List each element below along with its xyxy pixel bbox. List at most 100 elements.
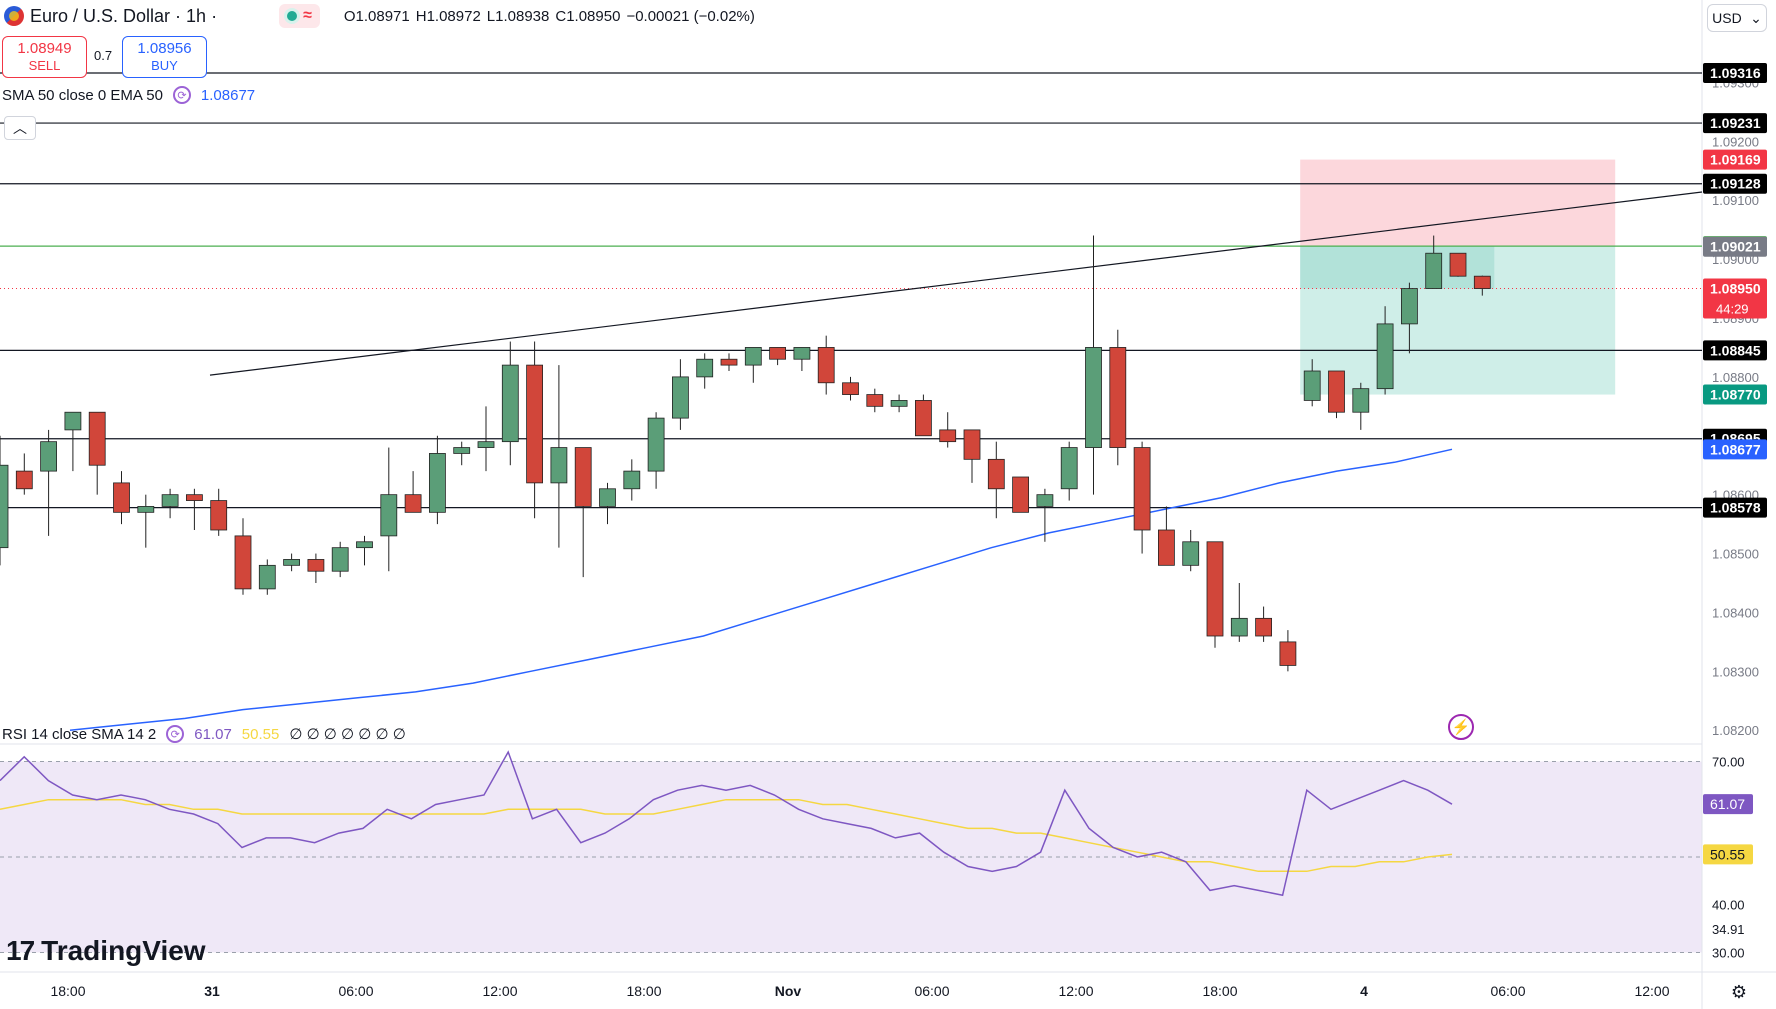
candle-body xyxy=(1109,347,1127,448)
candle xyxy=(1060,441,1078,501)
rsi-sma-line xyxy=(0,798,1453,873)
candle-body xyxy=(890,400,908,407)
candle-body xyxy=(793,347,811,360)
candle-body xyxy=(647,417,665,472)
candle-body xyxy=(1085,347,1102,448)
time-tick-label: 06:00 xyxy=(914,983,949,999)
candle xyxy=(963,429,981,483)
candle xyxy=(744,347,762,383)
candle-body xyxy=(817,347,835,384)
candle-body xyxy=(1158,529,1175,566)
chart-header: Euro / U.S. Dollar · 1h · ≈ O1.08971 H1.… xyxy=(0,0,755,32)
rsi-badge-text: 61.07 xyxy=(1710,796,1745,812)
candle-body xyxy=(769,347,786,360)
sma-legend[interactable]: SMA 50 close 0 EMA 50 ⟳ 1.08677 xyxy=(2,86,255,104)
candle-body xyxy=(1425,252,1443,289)
candle xyxy=(501,341,519,466)
price-tick-label: 1.09200 xyxy=(1712,134,1759,149)
settings-gear-icon[interactable]: ⚙ xyxy=(1730,981,1748,1002)
time-tick-label: 18:00 xyxy=(50,983,85,999)
candle xyxy=(185,488,203,530)
market-status-pill[interactable]: ≈ xyxy=(279,4,320,28)
candle xyxy=(1085,235,1102,495)
candle-body xyxy=(1060,447,1078,490)
candle-body xyxy=(1012,476,1029,513)
candle-body xyxy=(963,429,981,460)
candle-body xyxy=(672,376,689,419)
candle-body xyxy=(88,411,106,466)
candle xyxy=(113,471,130,525)
lightning-icon[interactable]: ⚡ xyxy=(1448,714,1474,740)
candle-body xyxy=(428,453,446,513)
price-tick-label: 1.08800 xyxy=(1712,370,1759,385)
candle-body xyxy=(404,494,422,513)
candle-body xyxy=(1303,370,1321,401)
candle-body xyxy=(113,482,130,513)
candle xyxy=(15,453,33,495)
collapse-legend-button[interactable]: ︿ xyxy=(4,116,36,140)
candle xyxy=(1255,606,1272,642)
candle-body xyxy=(380,494,398,537)
candle-body xyxy=(987,458,1005,490)
candle-body xyxy=(210,500,228,531)
candle-body xyxy=(1376,323,1394,390)
candle xyxy=(210,488,228,536)
spread-value: 0.7 xyxy=(94,48,113,63)
candle-body xyxy=(161,494,179,507)
time-tick-label: Nov xyxy=(775,983,802,999)
candle xyxy=(1206,541,1224,648)
candle xyxy=(574,447,592,578)
rsi-legend-label: RSI 14 close SMA 14 2 xyxy=(2,725,157,743)
price-badge-mark: 1.09021 xyxy=(1703,236,1767,257)
candle-body xyxy=(453,447,471,454)
price-badge-bg xyxy=(1703,173,1767,194)
candle xyxy=(331,541,349,578)
price-badge-bg xyxy=(1703,113,1767,134)
candle-body xyxy=(1328,370,1345,413)
candle xyxy=(526,341,543,519)
refresh-icon[interactable]: ⟳ xyxy=(166,725,185,743)
rsi-line xyxy=(0,750,1453,897)
rsi-legend-extra: ∅ ∅ ∅ ∅ ∅ ∅ ∅ xyxy=(289,726,406,743)
price-badge-text: 1.08578 xyxy=(1710,500,1761,516)
candle xyxy=(915,394,932,437)
time-tick-label: 18:00 xyxy=(1202,983,1237,999)
candle xyxy=(647,412,665,489)
candle xyxy=(428,435,446,525)
symbol-title[interactable]: Euro / U.S. Dollar · 1h · xyxy=(30,5,218,26)
candle-body xyxy=(1352,388,1370,413)
candle xyxy=(842,376,859,401)
chevron-down-icon: ⌄ xyxy=(1750,9,1762,26)
tradingview-logo[interactable]: 17 TradingView xyxy=(6,935,206,967)
buy-price: 1.08956 xyxy=(137,40,192,57)
candle-body xyxy=(15,470,33,490)
currency-select[interactable]: USD ⌄ xyxy=(1707,4,1767,32)
candle-body xyxy=(939,429,957,443)
time-tick-label: 12:00 xyxy=(1058,983,1093,999)
candle xyxy=(1449,252,1467,277)
time-tick-label: 31 xyxy=(204,983,220,999)
candle-body xyxy=(1279,641,1297,666)
candle-body xyxy=(137,506,155,513)
candle xyxy=(258,559,276,595)
currency-label: USD xyxy=(1712,10,1742,26)
candle xyxy=(137,494,155,548)
candle-body xyxy=(501,364,519,443)
candle-body xyxy=(1133,447,1151,531)
refresh-icon[interactable]: ⟳ xyxy=(172,86,191,104)
price-badge-bg xyxy=(1703,278,1767,319)
candle-body xyxy=(307,559,325,572)
rsi-legend[interactable]: RSI 14 close SMA 14 2 ⟳ 61.07 50.55 ∅ ∅ … xyxy=(2,725,406,743)
candle xyxy=(234,518,252,595)
price-badge-text: 1.09316 xyxy=(1710,65,1761,81)
price-badge-last: 1.08950 44:29 xyxy=(1703,278,1767,319)
sell-button[interactable]: 1.08949 SELL xyxy=(2,36,87,78)
rsi-sma-legend-value: 50.55 xyxy=(241,725,280,743)
candle xyxy=(0,435,9,566)
candle-body xyxy=(1255,617,1272,637)
ohlc-open: O1.08971 xyxy=(343,7,410,25)
buy-button[interactable]: 1.08956 BUY xyxy=(122,36,207,78)
candle-body xyxy=(0,464,9,549)
price-badge-level: 1.09231 xyxy=(1703,113,1767,134)
